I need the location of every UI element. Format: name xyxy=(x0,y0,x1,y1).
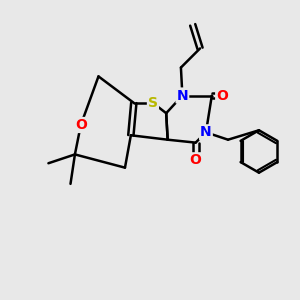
Text: O: O xyxy=(190,153,202,167)
Text: O: O xyxy=(75,118,87,132)
Text: N: N xyxy=(200,125,212,139)
Text: O: O xyxy=(216,88,228,103)
Text: N: N xyxy=(177,88,188,103)
Text: S: S xyxy=(148,96,158,110)
